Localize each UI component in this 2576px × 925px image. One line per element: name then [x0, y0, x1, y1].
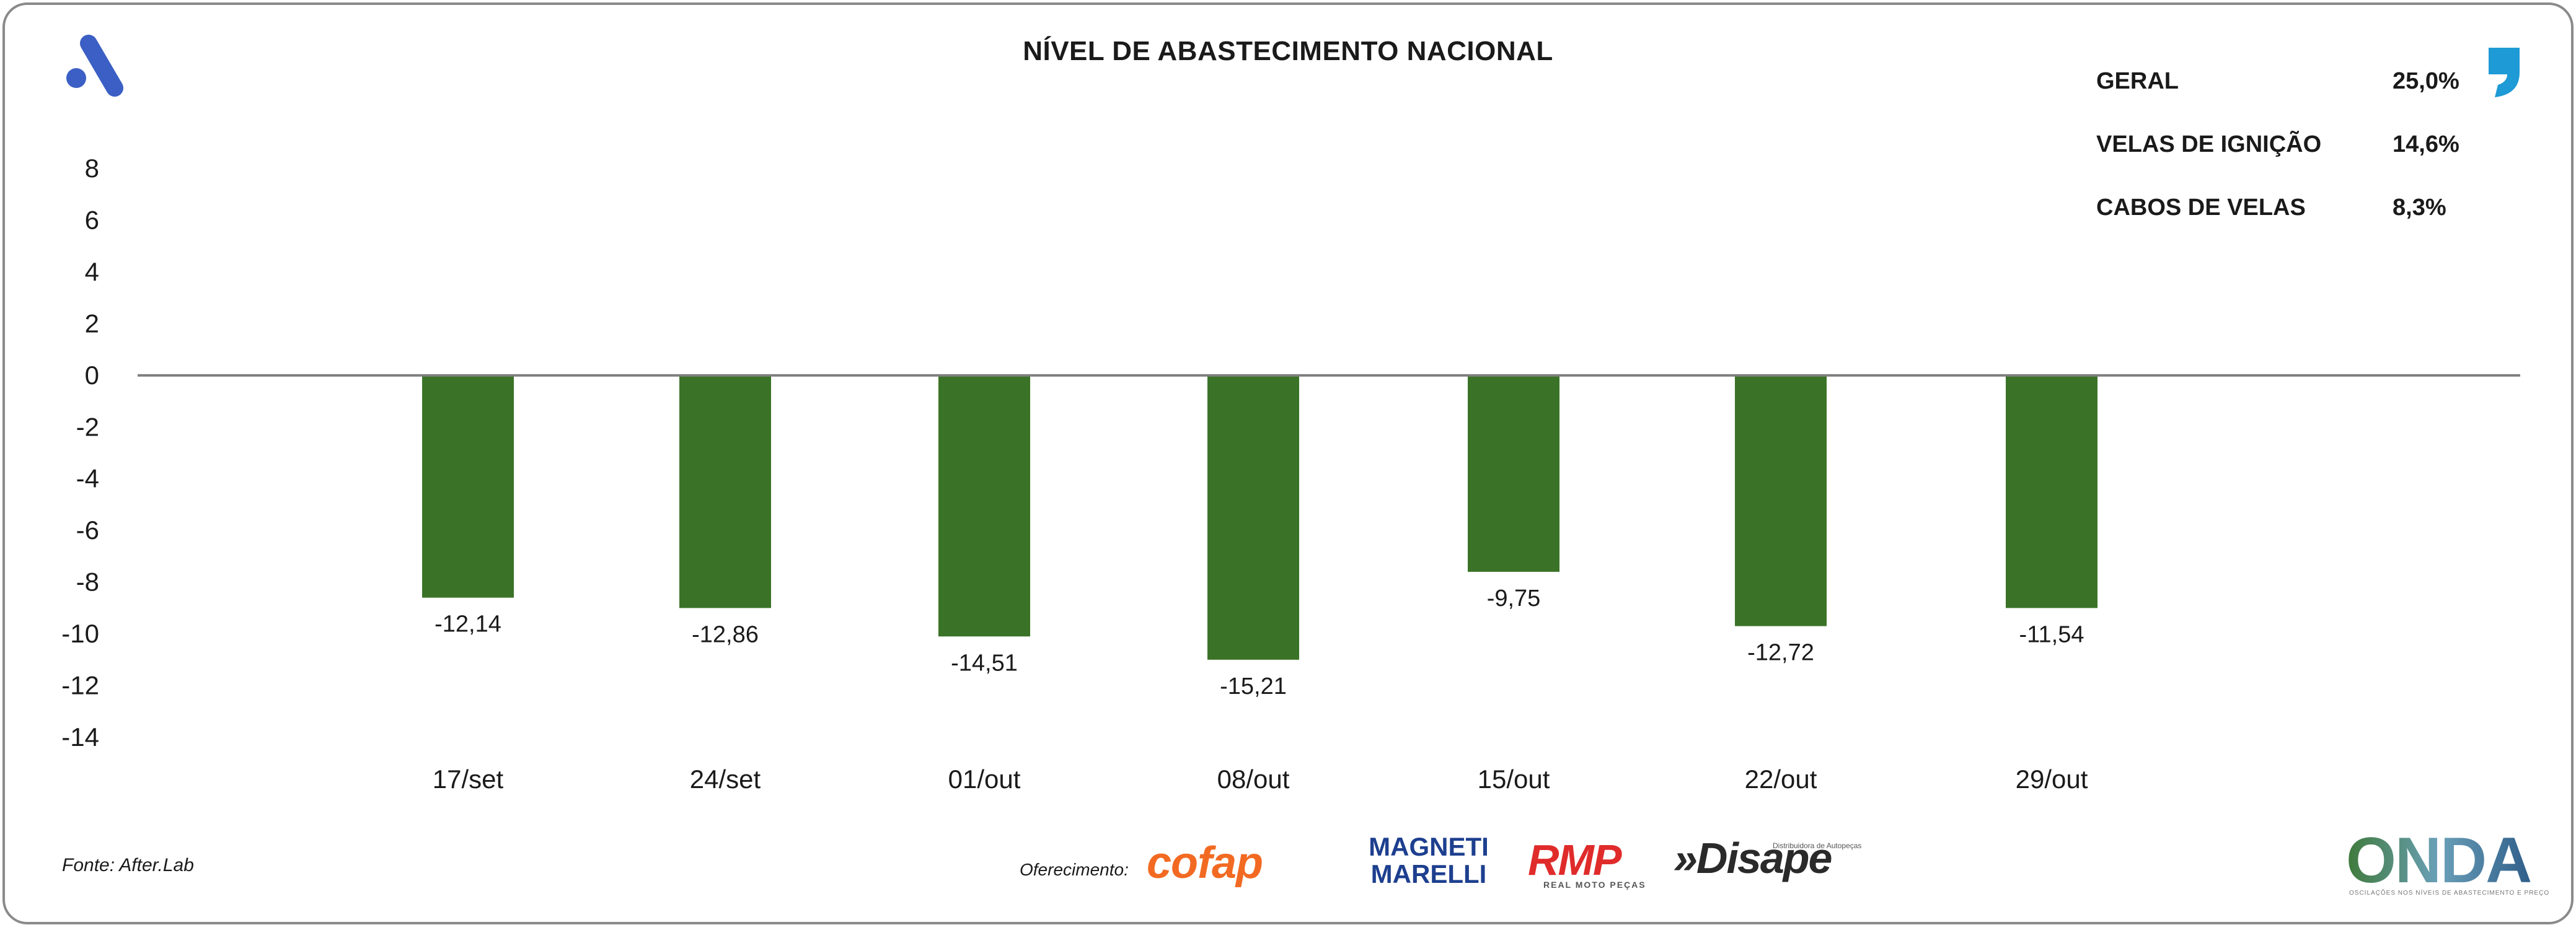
x-tick-label: 17/set [433, 765, 504, 794]
brand-a-icon [66, 35, 123, 97]
data-label: -12,14 [434, 612, 501, 638]
summary-value: 8,3% [2393, 195, 2446, 221]
bar [1468, 375, 1559, 572]
bar [422, 375, 514, 598]
bar [679, 375, 771, 608]
bar [2006, 375, 2097, 608]
data-label: -11,54 [2019, 621, 2084, 647]
x-tick-label: 08/out [1217, 765, 1290, 794]
x-tick-label: 15/out [1478, 765, 1550, 794]
bar [1207, 375, 1299, 660]
x-tick-label: 22/out [1745, 765, 1817, 794]
onda-logo: ONDA [2346, 825, 2532, 897]
rmp-subtitle: REAL MOTO PEÇAS [1543, 880, 1646, 890]
y-tick-label: -8 [76, 568, 99, 597]
y-tick-label: 0 [85, 361, 99, 390]
y-tick-label: -10 [61, 619, 99, 648]
summary-row-cabos: CABOS DE VELAS 8,3% [2096, 195, 2493, 232]
y-tick-label: 4 [85, 257, 99, 286]
disape-logo: »Disape [1674, 834, 1832, 882]
y-tick-label: -2 [76, 412, 99, 441]
data-label: -12,86 [692, 621, 759, 647]
cofap-logo: cofap [1147, 838, 1263, 888]
x-tick-label: 29/out [2016, 765, 2088, 794]
summary-label: VELAS DE IGNIÇÃO [2096, 131, 2322, 157]
x-tick-label: 24/set [690, 765, 761, 794]
data-label: -14,51 [951, 650, 1018, 676]
y-tick-label: 6 [85, 205, 99, 234]
rmp-logo: RMP [1528, 836, 1622, 884]
bar-chart: 8 6 4 2 0 -2 -4 -6 -8 -10 -12 -14 -12,14 -12,86 -14,51… [61, 154, 2520, 794]
y-tick-label: 2 [85, 309, 99, 338]
summary-value: 25,0% [2393, 68, 2459, 94]
y-tick-label: -12 [61, 671, 99, 700]
disape-subtitle: Distribuidora de Autopeças [1773, 841, 1862, 850]
sponsor-label: Oferecimento: [1020, 860, 1129, 879]
summary-label: CABOS DE VELAS [2096, 195, 2306, 221]
summary-row-geral: GERAL 25,0% [2096, 68, 2493, 105]
summary-row-velas: VELAS DE IGNIÇÃO 14,6% [2096, 131, 2493, 169]
quote-icon [2489, 48, 2520, 97]
y-tick-label: -4 [76, 464, 99, 493]
source-note: Fonte: After.Lab [62, 855, 194, 875]
onda-subtitle: OSCILAÇÕES NOS NÍVEIS DE ABASTECIMENTO E… [2349, 890, 2550, 897]
y-tick-label: -14 [61, 722, 99, 752]
data-label: -9,75 [1487, 585, 1541, 612]
magneti-marelli-logo: MAGNETI MARELLI [1369, 832, 1489, 888]
bar [938, 375, 1030, 637]
y-tick-label: 8 [85, 154, 99, 183]
data-label: -12,72 [1747, 640, 1814, 666]
x-tick-label: 01/out [948, 765, 1021, 794]
chart-title: NÍVEL DE ABASTECIMENTO NACIONAL [1023, 36, 1553, 66]
bar [1735, 375, 1827, 626]
summary-label: GERAL [2096, 68, 2179, 94]
summary-value: 14,6% [2393, 131, 2459, 157]
data-label: -15,21 [1220, 673, 1287, 699]
y-tick-label: -6 [76, 515, 99, 545]
